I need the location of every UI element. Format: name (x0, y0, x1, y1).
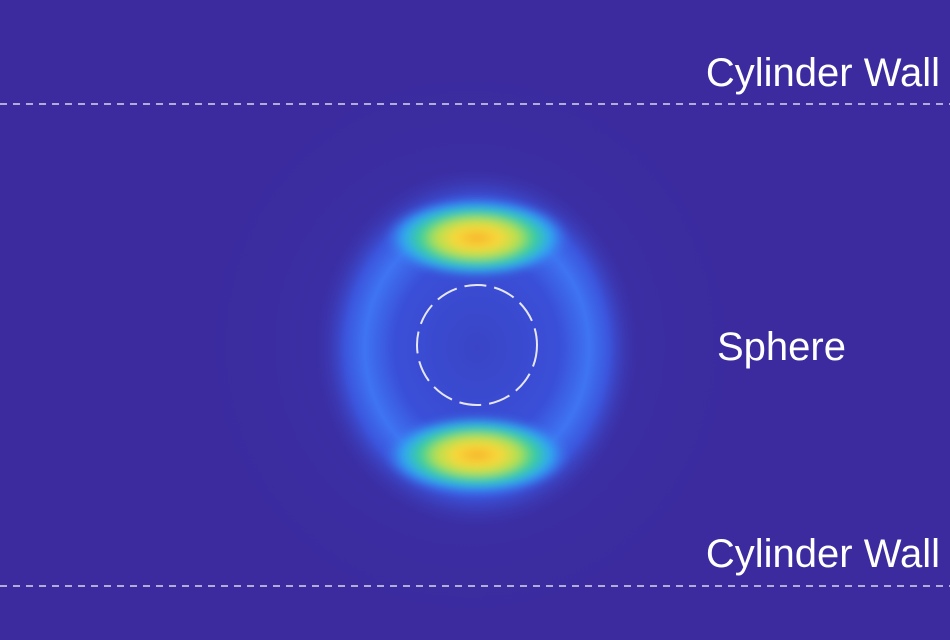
hot-spot-top (385, 198, 569, 278)
sphere-outline (416, 284, 538, 406)
top-wall-label: Cylinder Wall (706, 51, 940, 95)
bottom-wall-label: Cylinder Wall (706, 532, 940, 576)
hot-spot-bottom (385, 415, 569, 495)
sphere-label: Sphere (717, 325, 846, 369)
